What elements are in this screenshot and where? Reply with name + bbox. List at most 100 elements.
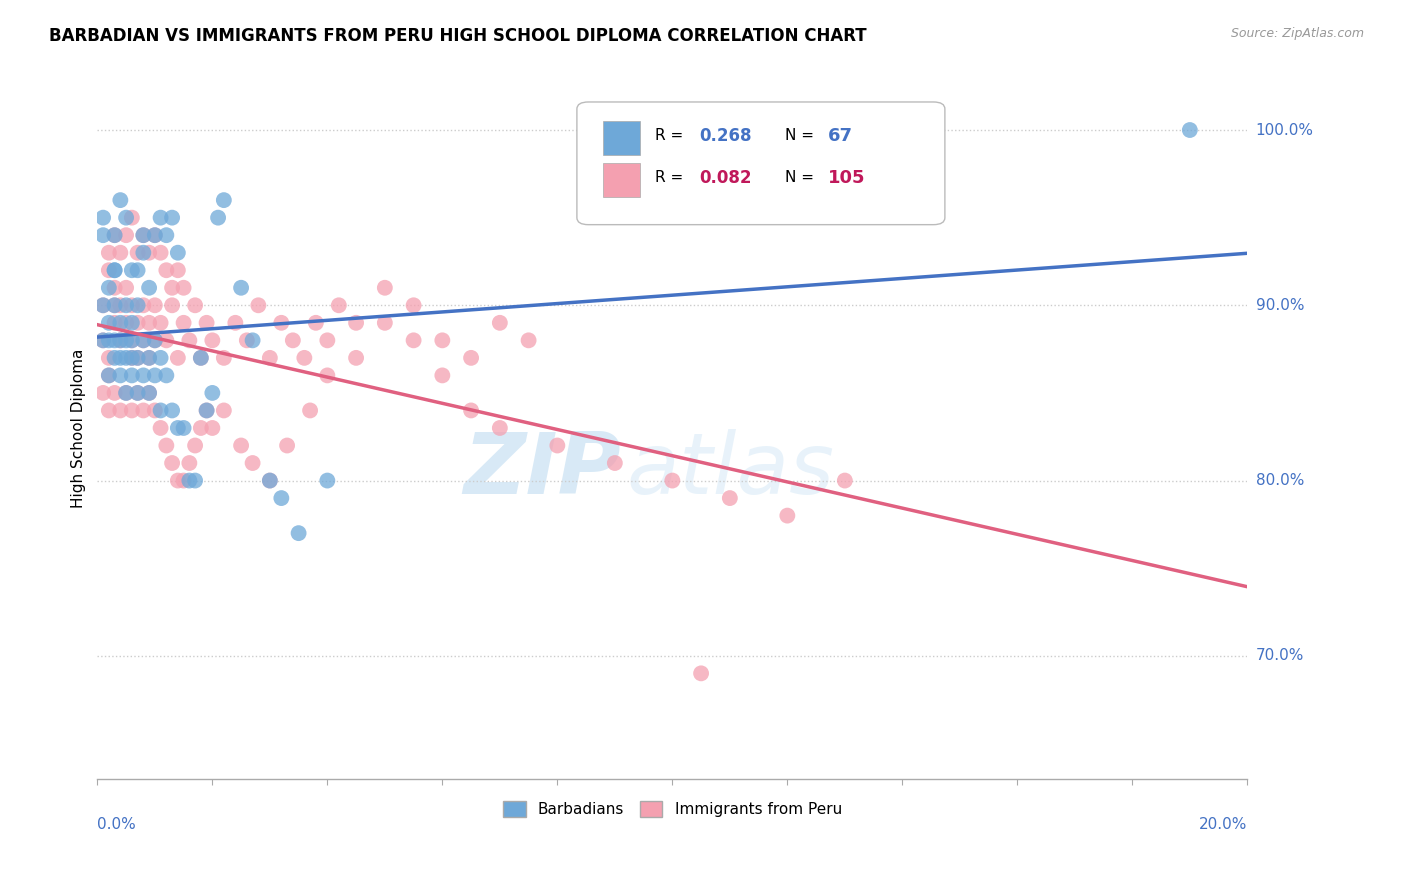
Point xyxy=(207,211,229,225)
Point xyxy=(160,211,183,225)
Point xyxy=(143,403,166,417)
Point xyxy=(344,316,367,330)
Point xyxy=(328,298,350,312)
Point xyxy=(91,334,114,348)
Point xyxy=(432,368,454,383)
Point xyxy=(149,421,172,435)
Point xyxy=(374,316,396,330)
Point xyxy=(603,456,626,470)
Point xyxy=(121,351,143,365)
Point xyxy=(104,228,127,243)
Point xyxy=(195,403,218,417)
Point xyxy=(179,456,201,470)
Point xyxy=(104,228,127,243)
Point xyxy=(143,228,166,243)
Point xyxy=(138,245,160,260)
Point xyxy=(121,298,143,312)
Point xyxy=(155,334,177,348)
Point xyxy=(270,491,292,505)
Point xyxy=(432,334,454,348)
Point xyxy=(132,368,155,383)
Text: 80.0%: 80.0% xyxy=(1256,473,1303,488)
Point xyxy=(489,316,512,330)
Point xyxy=(104,263,127,277)
Point xyxy=(110,368,132,383)
Point xyxy=(104,316,127,330)
Point xyxy=(1178,123,1201,137)
Point xyxy=(138,385,160,400)
Point xyxy=(97,263,120,277)
Point xyxy=(212,193,235,207)
Point xyxy=(127,316,149,330)
Point xyxy=(132,228,155,243)
Point xyxy=(110,334,132,348)
Point xyxy=(276,438,298,452)
FancyBboxPatch shape xyxy=(603,163,640,196)
Text: 0.268: 0.268 xyxy=(699,127,751,145)
Point xyxy=(166,351,188,365)
Point xyxy=(242,456,264,470)
Point xyxy=(247,298,270,312)
Point xyxy=(259,474,281,488)
Point xyxy=(190,351,212,365)
Point xyxy=(91,298,114,312)
Point xyxy=(97,368,120,383)
Point xyxy=(316,368,339,383)
Point xyxy=(110,334,132,348)
Point xyxy=(91,211,114,225)
Text: atlas: atlas xyxy=(626,428,834,511)
Point xyxy=(155,228,177,243)
Point xyxy=(104,351,127,365)
Point xyxy=(132,245,155,260)
Point xyxy=(121,263,143,277)
Point xyxy=(110,351,132,365)
Point xyxy=(402,334,425,348)
Point xyxy=(718,491,741,505)
Point xyxy=(104,334,127,348)
Point xyxy=(121,403,143,417)
Text: 67: 67 xyxy=(828,127,852,145)
Point xyxy=(143,298,166,312)
Point xyxy=(104,281,127,295)
Point xyxy=(195,403,218,417)
Point xyxy=(236,334,259,348)
Point xyxy=(179,334,201,348)
Point xyxy=(91,228,114,243)
Point xyxy=(115,211,138,225)
Point xyxy=(173,281,195,295)
Point xyxy=(201,385,224,400)
Point xyxy=(305,316,328,330)
Point xyxy=(97,316,120,330)
Point xyxy=(132,228,155,243)
Point xyxy=(690,666,713,681)
Point xyxy=(143,334,166,348)
Point xyxy=(155,263,177,277)
Point xyxy=(132,334,155,348)
Text: Source: ZipAtlas.com: Source: ZipAtlas.com xyxy=(1230,27,1364,40)
Point xyxy=(127,298,149,312)
Point xyxy=(121,211,143,225)
Point xyxy=(115,281,138,295)
Point xyxy=(115,351,138,365)
Point xyxy=(229,438,252,452)
Point xyxy=(97,334,120,348)
Point xyxy=(316,474,339,488)
Point xyxy=(259,351,281,365)
Point xyxy=(149,316,172,330)
Point xyxy=(91,298,114,312)
Point xyxy=(155,438,177,452)
Point xyxy=(776,508,799,523)
Point xyxy=(91,385,114,400)
Point xyxy=(160,456,183,470)
Point xyxy=(127,351,149,365)
Point xyxy=(127,263,149,277)
Point xyxy=(242,334,264,348)
Point xyxy=(517,334,540,348)
Point xyxy=(143,228,166,243)
Text: 0.082: 0.082 xyxy=(699,169,751,186)
Point xyxy=(834,474,856,488)
Point xyxy=(138,385,160,400)
Point xyxy=(138,316,160,330)
Text: R =: R = xyxy=(655,170,688,186)
Point xyxy=(179,474,201,488)
